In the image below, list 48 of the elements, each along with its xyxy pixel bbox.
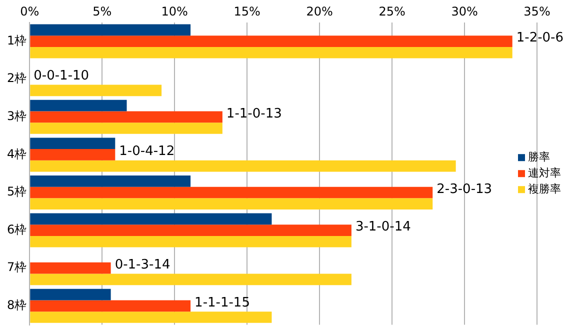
annotation: 1-1-1-15 [194,295,250,310]
x-tick-label: 10% [161,4,188,18]
bar [30,312,272,323]
x-tick-label: 5% [92,4,112,18]
bar [30,84,162,96]
bar [30,175,191,187]
bar [30,149,116,160]
y-tick-label: 3枠 [6,109,27,124]
bar [30,46,512,58]
annotation: 1-2-0-6 [516,30,564,46]
bar [30,213,272,225]
y-tick-label: 1枠 [6,33,27,48]
annotation: 0-0-1-10 [34,68,90,84]
x-tick-label: 0% [20,4,40,18]
bar [30,138,116,150]
bar [30,288,111,300]
bar [30,186,433,198]
bar [30,36,512,47]
x-tick-label: 30% [451,4,478,18]
bar [30,224,352,236]
y-tick-label: 4枠 [6,146,27,161]
bar [30,24,191,36]
bar [30,160,456,172]
legend-label: 複勝率 [528,182,561,196]
x-tick-label: 35% [524,4,550,18]
annotation: 1-0-4-12 [119,144,175,160]
bar [30,262,111,274]
annotation: 3-1-0-14 [355,220,411,235]
annotation: 2-3-0-13 [436,182,492,197]
y-tick-label: 7枠 [6,260,27,274]
y-tick-label: 8枠 [6,298,27,312]
y-tick-label: 2枠 [6,71,27,86]
legend-label: 連対率 [528,166,561,180]
x-tick-label: 25% [378,4,406,18]
bar [30,236,352,248]
x-tick-label: 15% [234,4,260,18]
y-tick-label: 5枠 [6,184,27,199]
y-tick-label: 6枠 [6,222,27,236]
x-tick-label: 20% [306,4,333,18]
bar [30,100,127,112]
bar [30,198,433,210]
bar [30,111,222,123]
annotation: 1-1-0-13 [226,106,282,122]
annotation: 0-1-3-14 [114,257,170,272]
bar [30,300,191,312]
bar [30,122,222,134]
bar [30,274,352,286]
legend-label: 勝率 [528,150,550,164]
